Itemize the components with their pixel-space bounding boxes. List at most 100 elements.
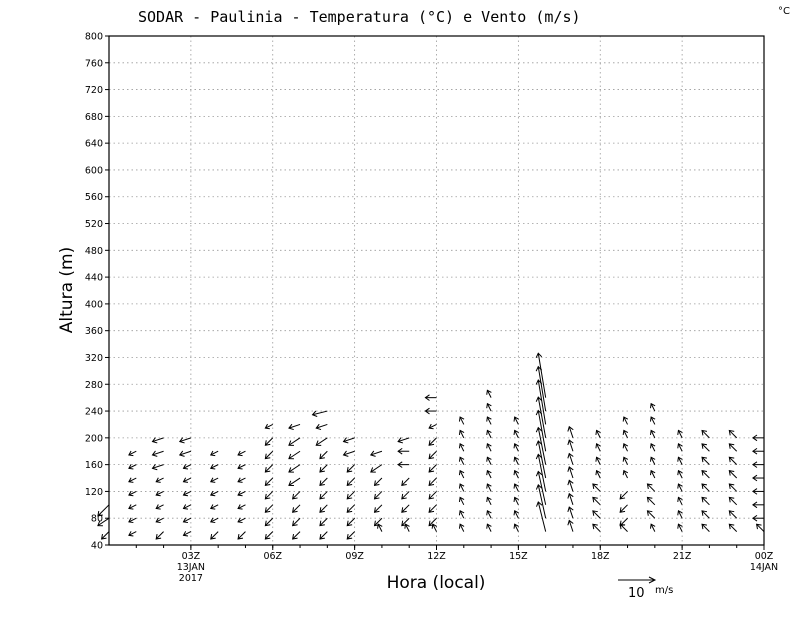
wind-vector (595, 469, 601, 479)
x-axis-label: Hora (local) (387, 573, 486, 593)
wind-vector (567, 425, 574, 439)
plot-frame (108, 35, 765, 546)
wind-vector (288, 464, 301, 473)
wind-vector (592, 523, 601, 532)
y-tick-label: 560 (85, 192, 103, 203)
wind-vector (128, 464, 137, 470)
wind-vector (677, 496, 683, 506)
wind-vector (535, 440, 547, 479)
wind-vector (428, 504, 437, 513)
wind-vector (535, 484, 547, 519)
wind-vector (535, 453, 547, 492)
wind-vector (288, 437, 301, 446)
wind-vector (428, 450, 437, 460)
wind-vector (401, 491, 410, 500)
wind-vector (346, 477, 355, 487)
wind-vector (677, 429, 683, 439)
wind-vector (209, 504, 219, 510)
y-axis-ticks: 40 80 120 160 200 240 280 320 360 400 440 480 520 560… (85, 32, 109, 552)
wind-vector (677, 510, 683, 519)
wind-vector (513, 443, 519, 452)
wind-vector (646, 510, 656, 519)
x-tick-label: 12Z (427, 551, 446, 562)
wind-vector (649, 402, 656, 412)
wind-vector (622, 469, 629, 479)
wind-vector (428, 491, 437, 500)
wind-vector (209, 450, 219, 457)
wind-vector (458, 510, 465, 519)
x-tick-label: 03Z (182, 551, 201, 562)
wind-vector (424, 394, 437, 401)
wind-vector (237, 450, 246, 457)
wind-vector (622, 429, 629, 439)
wind-vector (397, 437, 410, 444)
wind-vector (182, 517, 192, 524)
wind-vector (752, 514, 764, 522)
wind-vector (567, 506, 574, 519)
wind-vector (649, 443, 656, 452)
wind-vector (649, 429, 656, 439)
wind-vector (319, 450, 328, 460)
wind-vector (486, 429, 492, 439)
wind-vector (288, 477, 301, 487)
x-tick-label: 18Z (591, 551, 610, 562)
wind-vector (752, 447, 764, 455)
y-tick-label: 240 (85, 407, 103, 418)
wind-vector (264, 437, 274, 446)
wind-vector (346, 504, 355, 513)
wind-vector (728, 429, 738, 439)
x-tick-label: 21Z (673, 551, 692, 562)
y-tick-label: 360 (85, 326, 103, 337)
wind-vector (264, 491, 274, 500)
wind-vector (701, 483, 710, 492)
wind-vector (401, 504, 410, 513)
wind-vector (397, 461, 410, 468)
wind-vector (428, 464, 437, 473)
wind-vector (567, 519, 574, 532)
y-axis-label: Altura (m) (57, 247, 77, 333)
wind-vector (649, 523, 656, 532)
wind-vector (646, 483, 656, 492)
y-tick-label: 200 (85, 433, 103, 444)
wind-vector (288, 450, 301, 460)
y-tick-label: 720 (85, 85, 103, 96)
wind-vector (431, 523, 438, 532)
x-tick-year: 2017 (179, 573, 203, 584)
wind-vector (567, 466, 574, 479)
wind-vector (237, 531, 246, 540)
wind-vector (458, 416, 465, 425)
wind-vector (319, 464, 328, 473)
wind-vector (677, 523, 683, 532)
wind-vector (486, 496, 492, 506)
wind-vector (319, 504, 328, 513)
wind-vector (182, 464, 192, 470)
wind-vector (319, 491, 328, 500)
y-tick-label: 400 (85, 299, 103, 310)
wind-vector (264, 450, 274, 460)
y-tick-label: 80 (91, 514, 103, 525)
wind-vector (728, 510, 738, 519)
wind-vector (155, 490, 164, 497)
wind-vector (677, 456, 683, 465)
wind-vector (458, 429, 465, 439)
wind-vector (315, 423, 328, 431)
wind-vector (209, 517, 219, 524)
wind-vector (649, 469, 656, 479)
y-tick-label: 160 (85, 460, 103, 471)
wind-vector (151, 450, 164, 457)
wind-vector (319, 477, 328, 487)
wind-vector (264, 517, 274, 527)
x-tick-label: 09Z (345, 551, 364, 562)
wind-vector (486, 456, 492, 465)
wind-vector (182, 490, 192, 497)
wind-vector (182, 477, 192, 483)
wind-vector (342, 437, 355, 444)
wind-vector (619, 491, 628, 500)
wind-vector (728, 496, 738, 506)
y-tick-label: 40 (91, 541, 103, 552)
wind-vector (649, 456, 656, 465)
wind-vector (592, 483, 601, 492)
wind-vector (486, 510, 492, 519)
reference-vector-unit: m/s (655, 585, 673, 596)
